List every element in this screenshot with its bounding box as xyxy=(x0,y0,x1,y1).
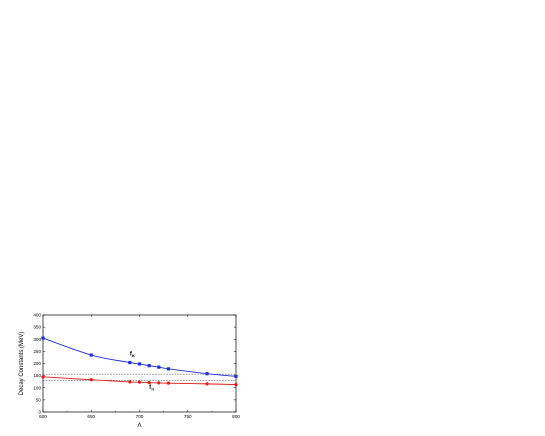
series-label-fpi: fπ xyxy=(149,385,154,392)
x-tick-label: 700 xyxy=(136,414,144,419)
y-axis-label: Decay Constants (MeV) xyxy=(19,332,25,396)
y-tick-label: 300 xyxy=(33,337,41,342)
data-point xyxy=(205,382,209,386)
x-tick-label: 800 xyxy=(232,414,240,419)
series-fpi xyxy=(41,375,238,387)
x-tick-label: 750 xyxy=(184,414,192,419)
data-point xyxy=(166,381,171,385)
data-point xyxy=(128,360,132,365)
data-point xyxy=(234,382,238,387)
y-tick-label: 400 xyxy=(33,313,41,318)
data-point xyxy=(41,336,45,340)
data-point xyxy=(128,380,132,384)
series-group xyxy=(41,336,238,387)
data-point xyxy=(157,365,161,369)
data-point xyxy=(41,375,45,379)
series-fk xyxy=(41,336,238,378)
x-axis-label: Λ xyxy=(137,423,141,429)
y-tick-label: 50 xyxy=(36,397,42,402)
x-tick-label: 600 xyxy=(39,414,47,419)
series-labels: fK fπ xyxy=(130,352,154,392)
data-point xyxy=(166,367,171,371)
series-line xyxy=(42,337,237,377)
plot-area: 600 650 700 750 800050100150200250300350400 … xyxy=(33,313,240,419)
y-tick-label: 200 xyxy=(33,361,41,366)
x-tick-label: 650 xyxy=(87,414,95,419)
y-tick-label: 150 xyxy=(33,373,41,378)
data-point xyxy=(89,353,93,357)
data-point xyxy=(89,378,93,382)
data-point xyxy=(147,381,151,385)
data-point xyxy=(137,380,142,384)
data-point xyxy=(157,381,161,385)
y-tick-label: 100 xyxy=(33,385,41,390)
y-tick-label: 250 xyxy=(33,349,41,354)
data-point xyxy=(137,362,142,366)
series-label-fk: fK xyxy=(130,352,135,359)
data-point xyxy=(147,364,151,368)
axis-ticks: 600 650 700 750 800 0 50 100 150 200 250 300 350 400 xyxy=(33,313,240,419)
reference-lines xyxy=(43,373,236,381)
y-tick-label: 350 xyxy=(33,325,41,330)
data-point xyxy=(234,374,238,378)
y-tick-label: 0 xyxy=(38,410,41,415)
data-point xyxy=(205,372,209,376)
